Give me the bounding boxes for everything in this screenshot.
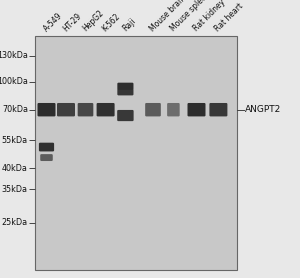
Bar [34, 254, 237, 262]
Text: 55kDa: 55kDa [2, 136, 28, 145]
Text: HepG2: HepG2 [81, 9, 105, 33]
FancyBboxPatch shape [117, 83, 134, 90]
Bar [34, 59, 237, 67]
Bar [34, 168, 237, 176]
FancyBboxPatch shape [39, 143, 54, 152]
FancyBboxPatch shape [145, 103, 161, 116]
FancyBboxPatch shape [97, 103, 115, 116]
FancyBboxPatch shape [38, 103, 56, 116]
Text: Rat kidney: Rat kidney [192, 0, 227, 33]
Text: A-549: A-549 [42, 11, 64, 33]
Bar [34, 137, 237, 145]
Bar [34, 223, 237, 231]
Bar [34, 184, 237, 192]
Bar [34, 239, 237, 246]
Bar [34, 83, 237, 91]
Bar [34, 44, 237, 52]
Bar [34, 75, 237, 83]
Bar [34, 262, 237, 270]
Bar [34, 114, 237, 122]
Bar [34, 192, 237, 200]
Text: Rat heart: Rat heart [214, 1, 245, 33]
Text: 40kDa: 40kDa [2, 163, 28, 173]
Text: 25kDa: 25kDa [2, 219, 28, 227]
Bar [34, 122, 237, 130]
Bar [34, 98, 237, 106]
Text: ANGPT2: ANGPT2 [244, 105, 281, 114]
Bar [34, 207, 237, 215]
FancyBboxPatch shape [57, 103, 75, 116]
FancyBboxPatch shape [209, 103, 227, 116]
Bar [34, 215, 237, 223]
FancyBboxPatch shape [117, 110, 134, 121]
Text: 70kDa: 70kDa [2, 105, 28, 114]
Bar [34, 231, 237, 239]
Bar [34, 161, 237, 168]
Bar [34, 200, 237, 207]
Bar [34, 52, 237, 59]
Bar [34, 176, 237, 184]
Bar [34, 153, 237, 161]
Bar [34, 36, 237, 270]
FancyBboxPatch shape [188, 103, 206, 116]
Text: 100kDa: 100kDa [0, 77, 28, 86]
Text: K-562: K-562 [101, 12, 122, 33]
Text: Mouse brain: Mouse brain [148, 0, 188, 33]
FancyBboxPatch shape [78, 103, 93, 116]
Bar [34, 91, 237, 98]
Text: Mouse spleen: Mouse spleen [169, 0, 212, 33]
Bar [34, 67, 237, 75]
Text: HT-29: HT-29 [61, 11, 83, 33]
FancyBboxPatch shape [167, 103, 180, 116]
FancyBboxPatch shape [40, 154, 53, 161]
Bar [34, 36, 237, 44]
Bar [34, 106, 237, 114]
Text: 130kDa: 130kDa [0, 51, 28, 61]
Bar [34, 246, 237, 254]
Text: Raji: Raji [121, 17, 137, 33]
Text: 35kDa: 35kDa [2, 185, 28, 193]
FancyBboxPatch shape [117, 89, 134, 95]
Bar [34, 130, 237, 137]
Bar [34, 145, 237, 153]
